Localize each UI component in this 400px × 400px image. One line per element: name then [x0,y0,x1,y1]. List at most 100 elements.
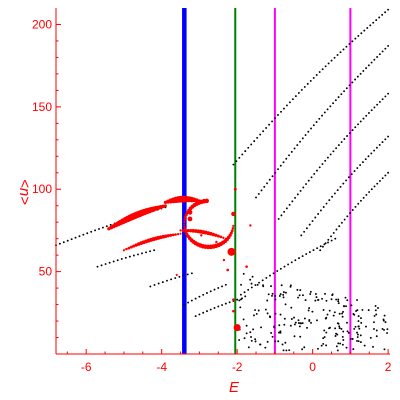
black-point [228,301,231,304]
black-point [334,237,337,240]
black-point [357,123,359,126]
black-point [322,342,325,345]
black-point [354,37,357,40]
black-point [281,343,284,346]
black-point [342,48,345,51]
black-point [302,186,305,189]
black-point [375,19,378,22]
black-point [327,241,329,244]
black-point [170,278,173,281]
black-point [353,327,356,330]
black-point [303,230,306,233]
black-point [321,297,324,300]
black-point [326,313,329,316]
black-point [345,346,348,349]
black-point [337,342,340,345]
black-point [247,146,250,149]
red-point [232,298,235,301]
black-point [263,185,266,188]
black-point [375,335,378,338]
black-point [321,68,324,71]
black-point [356,331,358,334]
black-point [370,188,373,191]
black-point [82,233,85,236]
red-point [183,218,186,221]
black-point [369,336,372,339]
black-point [224,283,227,286]
red-point [226,268,230,272]
black-point [344,296,347,299]
black-point [358,327,361,330]
black-point [274,312,277,315]
black-point [359,334,362,337]
black-point [354,205,357,208]
black-point [268,123,271,126]
black-point [305,227,308,230]
black-point [350,304,353,307]
red-point [222,236,225,239]
black-point [308,307,311,310]
black-point [386,328,389,331]
black-point [253,140,256,143]
black-point [370,109,373,112]
black-point [356,299,359,301]
red-point [184,213,188,217]
black-point [250,282,253,285]
black-point [373,314,376,317]
black-point [381,50,384,53]
black-point [284,291,287,294]
red-point [175,273,178,277]
black-point [268,315,271,318]
black-point [261,279,264,282]
black-point [335,345,338,348]
black-point [359,72,362,75]
black-point [343,90,346,93]
black-point [360,321,363,324]
black-point [372,21,375,24]
black-point [271,175,274,178]
black-point [331,195,334,198]
black-point [206,310,208,313]
black-point [279,293,282,296]
black-point [256,283,259,286]
black-point [319,209,322,212]
black-point [276,270,279,272]
black-point [70,238,73,241]
black-point [252,328,255,331]
red-point [231,211,236,217]
black-point [351,338,354,340]
black-point [303,85,306,88]
black-point [288,203,291,206]
black-point [136,253,139,256]
black-point [366,27,369,29]
black-point [96,265,99,268]
red-point [216,234,220,238]
black-point [256,136,259,139]
y-tick-label: 50 [39,265,53,279]
black-point [383,348,386,351]
black-point [236,298,239,301]
black-point [317,213,320,215]
black-point [387,171,390,174]
red-point [125,247,128,251]
black-point [356,75,359,78]
black-point [316,247,319,250]
black-point [279,313,282,316]
black-point [258,281,261,284]
red-point [174,233,177,236]
black-point [280,110,282,113]
black-point [348,84,351,87]
black-point [264,308,267,311]
black-point [285,104,288,107]
red-point [176,232,180,236]
black-point [272,272,275,275]
black-point [352,348,355,351]
black-point [384,11,387,14]
black-point [384,95,387,98]
black-point [330,59,333,62]
black-point [291,200,294,203]
x-tick-label: -6 [81,360,92,374]
black-point [382,319,385,322]
black-point [299,289,302,292]
black-point [243,337,246,340]
